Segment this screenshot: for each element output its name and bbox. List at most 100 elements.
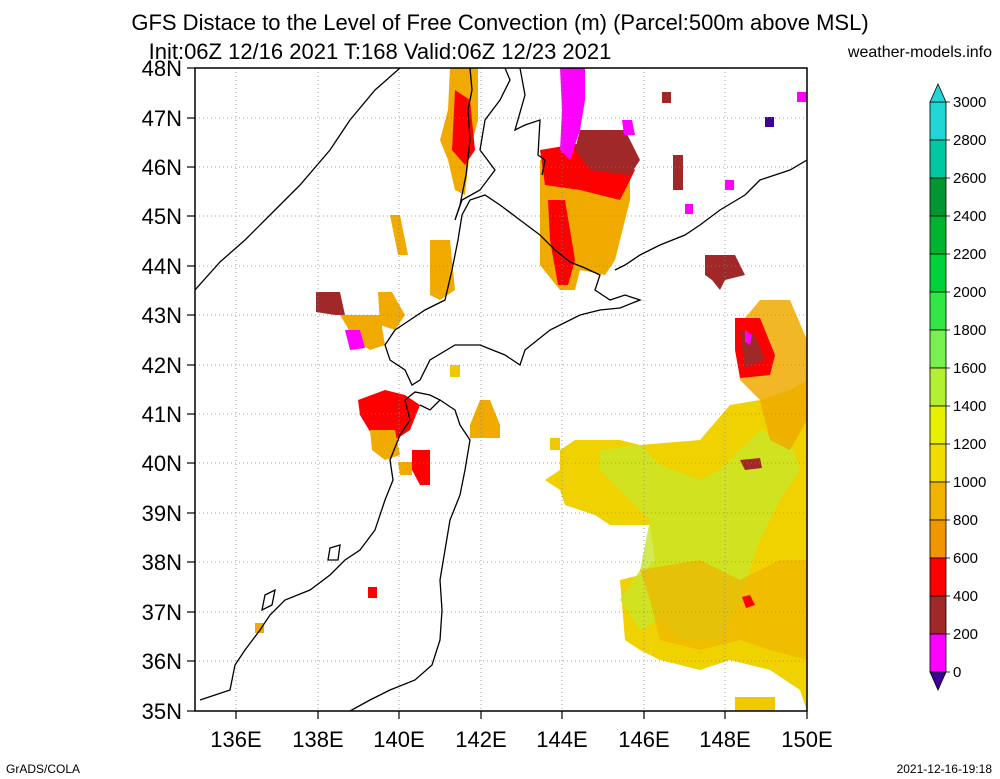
field-patch-orange-41n-e (470, 400, 500, 438)
lon-tick-label: 138E (292, 727, 343, 752)
coastline-sakhalin-east (513, 68, 546, 176)
colorbar-segment (929, 291, 947, 331)
colorbar-segment (929, 481, 947, 521)
colorbar-segment (929, 595, 947, 635)
chart-title: GFS Distace to the Level of Free Convect… (131, 10, 869, 35)
coastline-sakhalin (454, 68, 511, 221)
field-patch-magenta-42n (745, 330, 752, 345)
lfc-field (255, 68, 807, 711)
coastline-kuril (614, 159, 807, 271)
field-patch-orange-37n-w (255, 623, 264, 633)
colorbar-labels: 3000 2800 2600 2400 2200 2000 1800 1600 … (953, 94, 986, 681)
coastline-asia-mainland (195, 68, 401, 291)
field-patch-orange-44n (430, 240, 455, 300)
field-patch-brown-47n (662, 92, 671, 103)
field-patch-orange-40n-w (398, 462, 412, 475)
colorbar-segment (929, 329, 947, 369)
colorbar-segment (929, 367, 947, 407)
colorbar-label: 600 (953, 550, 978, 567)
colorbar-segment (929, 405, 947, 445)
colorbar-label: 1400 (953, 398, 986, 415)
field-patch-orange-40n-c (550, 438, 560, 450)
field-patch-red-47n-e (797, 92, 807, 102)
field-patch-orange-42n (450, 365, 460, 377)
field-patch-magenta-45n (685, 204, 693, 214)
field-patch-orange-43n (340, 315, 385, 350)
field-patch-red-37n-w (368, 587, 377, 598)
lon-ticks (235, 711, 808, 719)
colorbar-segment (929, 215, 947, 255)
coastlines (195, 68, 807, 711)
lat-tick-label: 46N (142, 155, 182, 180)
colorbar (929, 83, 950, 691)
field-patch-brown-43n (316, 292, 345, 315)
lat-tick-label: 36N (142, 649, 182, 674)
colorbar-segment (929, 253, 947, 293)
footer-credit: GrADS/COLA (6, 762, 81, 776)
colorbar-arrow-bottom (929, 671, 947, 691)
colorbar-segment (929, 519, 947, 559)
lon-tick-label: 142E (455, 727, 506, 752)
field-patch-red-40n (740, 458, 762, 470)
site-credit: weather-models.info (847, 44, 992, 61)
chart-subtitle: Init:06Z 12/16 2021 T:168 Valid:06Z 12/2… (148, 39, 612, 64)
lat-tick-label: 40N (142, 451, 182, 476)
field-patch-magenta-42n-w (345, 330, 365, 350)
lon-tick-label: 140E (373, 727, 424, 752)
lon-tick-label: 136E (210, 727, 261, 752)
colorbar-label: 200 (953, 626, 978, 643)
colorbar-segment (929, 177, 947, 217)
colorbar-segment (929, 443, 947, 483)
colorbar-label: 1800 (953, 322, 986, 339)
field-region-okhotsk-magenta (560, 68, 585, 160)
lon-tick-label: 146E (618, 727, 669, 752)
field-patch-magenta-46n (725, 180, 734, 190)
colorbar-label: 2200 (953, 246, 986, 263)
lat-tick-label: 47N (142, 106, 182, 131)
field-region-south-strip (735, 697, 775, 711)
field-region-okhotsk-brown (575, 130, 640, 175)
coastline-noto (261, 588, 276, 612)
field-patch-red-37n (742, 595, 755, 608)
map-frame (194, 67, 808, 712)
colorbar-label: 3000 (953, 94, 986, 111)
colorbar-label: 400 (953, 588, 978, 605)
lat-ticks (187, 67, 195, 712)
colorbar-segment (929, 101, 947, 141)
lat-tick-label: 44N (142, 254, 182, 279)
field-patch-red-40n-w (412, 450, 430, 485)
coastline-sado (327, 544, 341, 561)
lon-axis: 136E 138E 140E 142E 144E 146E 148E 150E (210, 727, 832, 752)
lat-tick-label: 42N (142, 353, 182, 378)
field-patch-orange-43n-b (378, 292, 405, 330)
lon-tick-label: 150E (781, 727, 832, 752)
colorbar-label: 1200 (953, 436, 986, 453)
lon-tick-label: 148E (699, 727, 750, 752)
lat-axis: 48N 47N 46N 45N 44N 43N 42N 41N 40N 39N … (142, 56, 182, 724)
field-region-orange-se (640, 560, 807, 660)
footer-timestamp: 2021-12-16-19:18 (896, 762, 992, 776)
field-region-okhotsk-red2 (548, 200, 575, 285)
lat-tick-label: 43N (142, 303, 182, 328)
colorbar-label: 1600 (953, 360, 986, 377)
field-patch-brown-46n (673, 155, 683, 190)
field-patch-purple-47n (765, 117, 774, 127)
colorbar-label: 800 (953, 512, 978, 529)
lat-tick-label: 35N (142, 699, 182, 724)
colorbar-label: 1000 (953, 474, 986, 491)
colorbar-label: 2000 (953, 284, 986, 301)
colorbar-label: 2800 (953, 132, 986, 149)
colorbar-segment (929, 633, 947, 673)
colorbar-label: 2400 (953, 208, 986, 225)
colorbar-segment (929, 557, 947, 597)
lat-tick-label: 38N (142, 550, 182, 575)
lat-tick-label: 37N (142, 600, 182, 625)
colorbar-segment (929, 139, 947, 179)
lat-tick-label: 41N (142, 402, 182, 427)
colorbar-label: 0 (953, 664, 961, 681)
colorbar-arrow-top (929, 83, 947, 103)
coastline-honshu (199, 399, 471, 711)
coastline-hokkaido (384, 194, 642, 386)
field-patch-magenta-ne (622, 120, 635, 135)
